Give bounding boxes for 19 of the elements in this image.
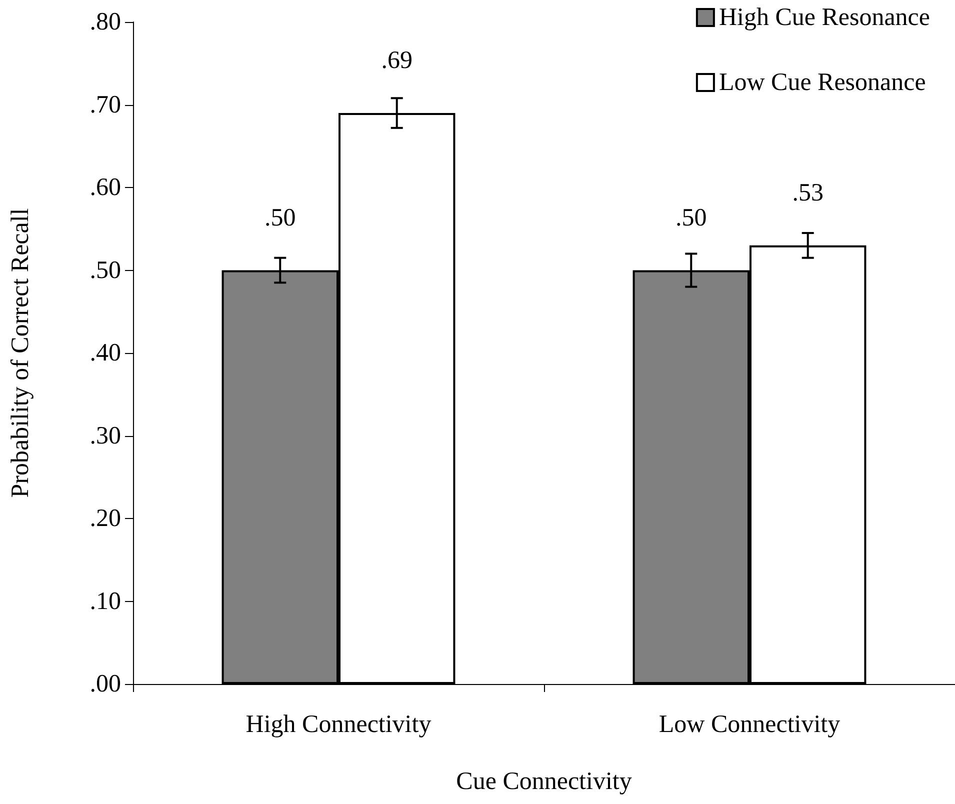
y-axis-title: Probability of Correct Recall: [7, 208, 34, 498]
y-tick-label: .60: [90, 174, 121, 201]
y-tick-label: .40: [90, 340, 121, 366]
data-label: .69: [381, 47, 412, 74]
y-tick-label: .20: [90, 505, 121, 532]
x-tick-label: High Connectivity: [246, 711, 432, 738]
y-tick-label: .50: [90, 256, 121, 284]
legend-label: Low Cue Resonance: [718, 69, 926, 96]
x-tick-label: Low Connectivity: [658, 711, 841, 738]
data-label: .50: [676, 204, 707, 232]
y-tick-label: .10: [90, 588, 121, 615]
data-label: .50: [264, 204, 296, 232]
y-tick-label: .30: [90, 422, 121, 450]
y-tick-label: .00: [90, 670, 121, 698]
data-label: .53: [792, 179, 824, 206]
x-axis-title: Cue Connectivity: [456, 768, 632, 795]
y-tick-label: .80: [90, 8, 121, 36]
y-tick-label: .70: [90, 91, 121, 118]
legend-label: High Cue Resonance: [718, 4, 930, 31]
